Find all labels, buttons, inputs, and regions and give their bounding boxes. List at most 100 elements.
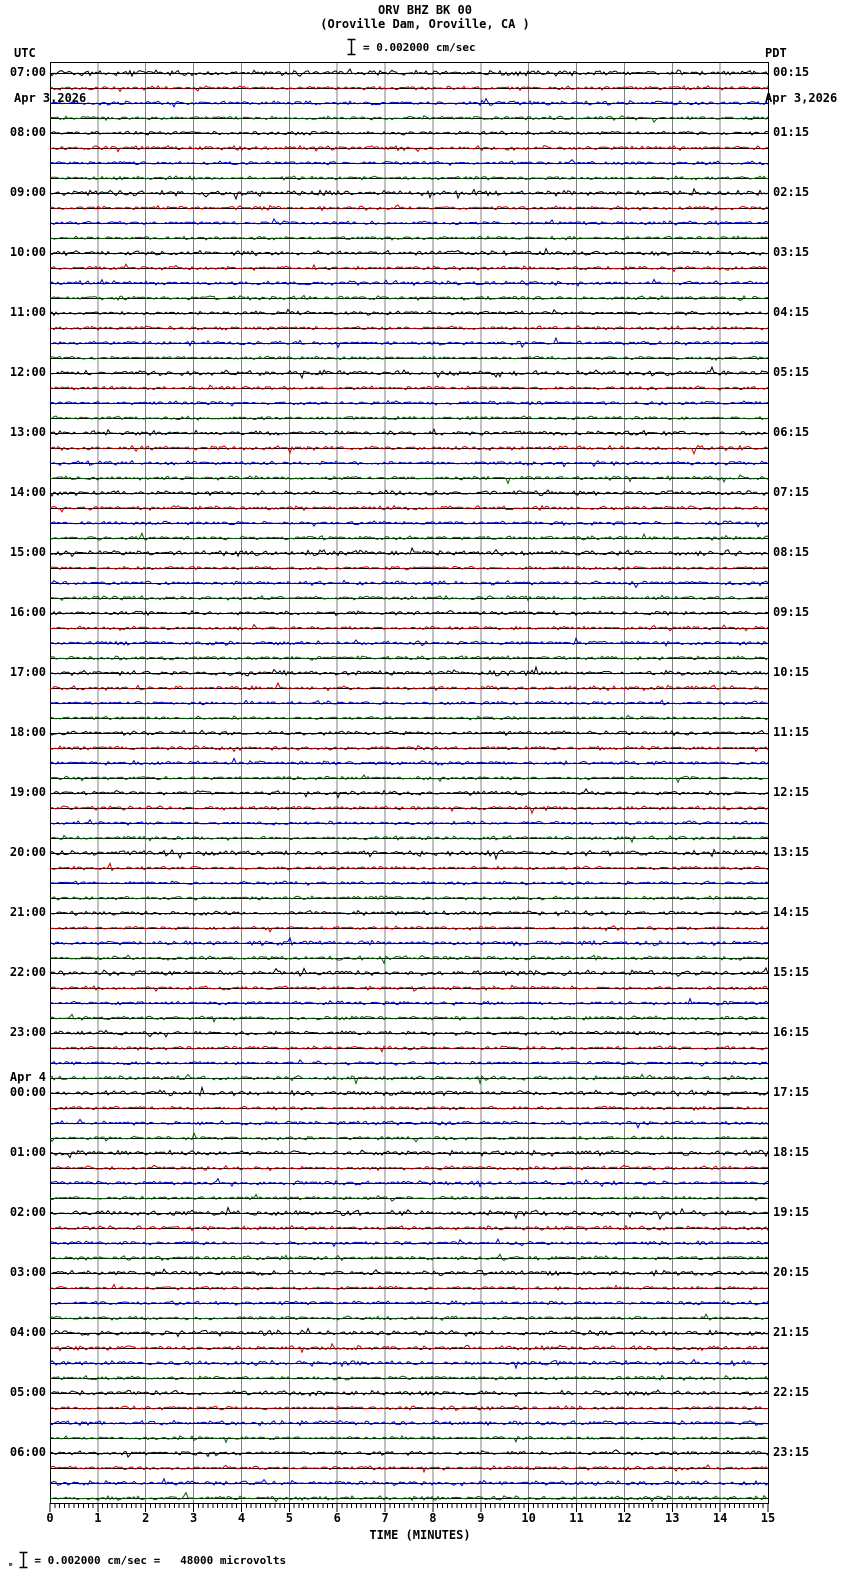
seismogram-trace — [49, 1131, 769, 1143]
utc-hour-label: 15:00 — [9, 545, 46, 559]
seismogram-trace — [49, 1491, 769, 1503]
x-axis-tick-number: 6 — [333, 1511, 341, 1525]
station-title: ORV BHZ BK 00 — [378, 3, 472, 17]
seismogram-trace — [49, 1312, 768, 1321]
pdt-hour-label: 05:15 — [773, 365, 810, 379]
utc-hour-label: 17:00 — [9, 665, 46, 679]
seismogram-trace — [49, 699, 769, 706]
seismogram-trace — [49, 504, 769, 513]
pdt-hour-label: 01:15 — [773, 125, 810, 139]
scale-value-label: = 0.002000 cm/sec — [363, 40, 476, 54]
seismogram-trace — [49, 278, 769, 287]
seismogram-trace — [49, 1205, 769, 1221]
x-axis-tick-number: 9 — [477, 1511, 485, 1525]
x-axis-tick-number: 14 — [712, 1511, 728, 1525]
utc-hour-label: 12:00 — [9, 365, 46, 379]
footer-prefix-glyph: ₘ — [8, 1559, 14, 1569]
seismogram-trace — [49, 1283, 769, 1291]
utc-hour-label: 19:00 — [9, 785, 46, 799]
seismogram-trace — [49, 909, 769, 917]
x-axis-tick-number: 10 — [521, 1511, 536, 1525]
pdt-hour-label: 17:15 — [773, 1085, 810, 1099]
seismogram-trace — [49, 1434, 768, 1444]
pdt-header: PDT Apr 3,2026 — [765, 16, 837, 136]
seismogram-trace — [49, 594, 768, 602]
pdt-hour-label: 08:15 — [773, 545, 810, 559]
seismogram-trace — [49, 1342, 769, 1354]
utc-hour-label: 13:00 — [9, 425, 46, 439]
pdt-hour-label: 15:15 — [773, 965, 810, 979]
seismogram-trace — [49, 235, 769, 241]
seismogram-trace — [49, 324, 769, 332]
seismogram-trace — [49, 637, 769, 648]
seismogram-trace — [49, 1405, 769, 1412]
utc-header: UTC Apr 3,2026 — [14, 16, 86, 136]
amplitude-scale-legend: = 0.002000 cm/sec — [346, 38, 476, 56]
seismogram-trace — [49, 415, 769, 421]
seismogram-trace — [49, 1477, 769, 1487]
seismogram-trace — [49, 68, 769, 78]
seismogram-trace — [50, 384, 769, 391]
seismogram-trace — [49, 1253, 769, 1262]
x-axis-tick-number: 4 — [237, 1511, 246, 1525]
pdt-hour-label: 23:15 — [773, 1445, 810, 1459]
scale-bar-icon — [347, 38, 356, 56]
seismogram-trace — [50, 665, 769, 677]
seismogram-trace — [49, 294, 769, 302]
seismogram-trace — [49, 474, 769, 485]
pdt-hour-label: 00:15 — [773, 65, 810, 79]
seismogram-trace — [49, 175, 769, 181]
x-axis-tick-number: 13 — [665, 1511, 680, 1525]
seismogram-trace — [49, 187, 769, 201]
seismogram-trace — [49, 565, 769, 571]
seismogram-trace — [49, 97, 769, 109]
seismogram-trace — [50, 1059, 769, 1067]
seismogram-trace — [49, 130, 769, 136]
pdt-hour-label: 03:15 — [773, 245, 810, 259]
seismogram-trace — [49, 729, 768, 737]
pdt-hour-label: 13:15 — [773, 845, 810, 859]
x-axis-title: TIME (MINUTES) — [369, 1528, 471, 1542]
seismogram-trace — [49, 579, 769, 589]
utc-hour-label: 00:00 — [9, 1085, 46, 1099]
seismogram-trace — [49, 609, 769, 617]
seismogram-trace — [49, 217, 769, 226]
pdt-hour-label: 21:15 — [773, 1325, 810, 1339]
seismogram-trace — [49, 1374, 769, 1382]
seismogram-trace — [49, 966, 769, 977]
seismogram-trace — [50, 1045, 769, 1053]
utc-hour-label: 10:00 — [9, 245, 46, 259]
seismogram-trace — [49, 114, 769, 124]
seismogram-trace — [49, 158, 769, 167]
utc-hour-label: 08:00 — [9, 125, 46, 139]
seismogram-trace — [49, 520, 769, 528]
seismogram-trace — [49, 247, 769, 257]
pdt-hour-label: 09:15 — [773, 605, 810, 619]
seismogram-trace — [49, 1118, 769, 1129]
seismogram-trace — [50, 1085, 769, 1097]
seismogram-trace — [49, 84, 769, 93]
seismogram-trace — [49, 848, 769, 861]
x-axis-tick-number: 0 — [46, 1511, 54, 1525]
seismogram-trace — [49, 532, 769, 542]
seismogram-trace — [50, 936, 769, 947]
seismogram-trace — [49, 954, 769, 965]
seismogram-trace — [49, 805, 769, 815]
footer-scale-note: ₘ = 0.002000 cm/sec = 48000 microvolts — [8, 1551, 286, 1569]
utc-hour-label: 20:00 — [9, 845, 46, 859]
seismogram-trace — [49, 365, 769, 380]
pdt-hour-label: 02:15 — [773, 185, 810, 199]
seismogram-trace — [49, 428, 769, 437]
seismogram-trace — [49, 546, 769, 558]
x-axis-tick-number: 7 — [381, 1511, 389, 1525]
x-axis-tick-number: 12 — [617, 1511, 632, 1525]
pdt-hour-label: 16:15 — [773, 1025, 810, 1039]
seismogram-trace — [49, 144, 769, 153]
seismogram-trace — [49, 1327, 769, 1338]
utc-rollover-date-label: Apr 4 — [9, 1070, 46, 1084]
seismogram-trace — [49, 1193, 769, 1202]
pdt-timezone-label: PDT — [765, 46, 787, 60]
utc-hour-label: 23:00 — [9, 1025, 46, 1039]
seismogram-trace — [49, 744, 769, 753]
